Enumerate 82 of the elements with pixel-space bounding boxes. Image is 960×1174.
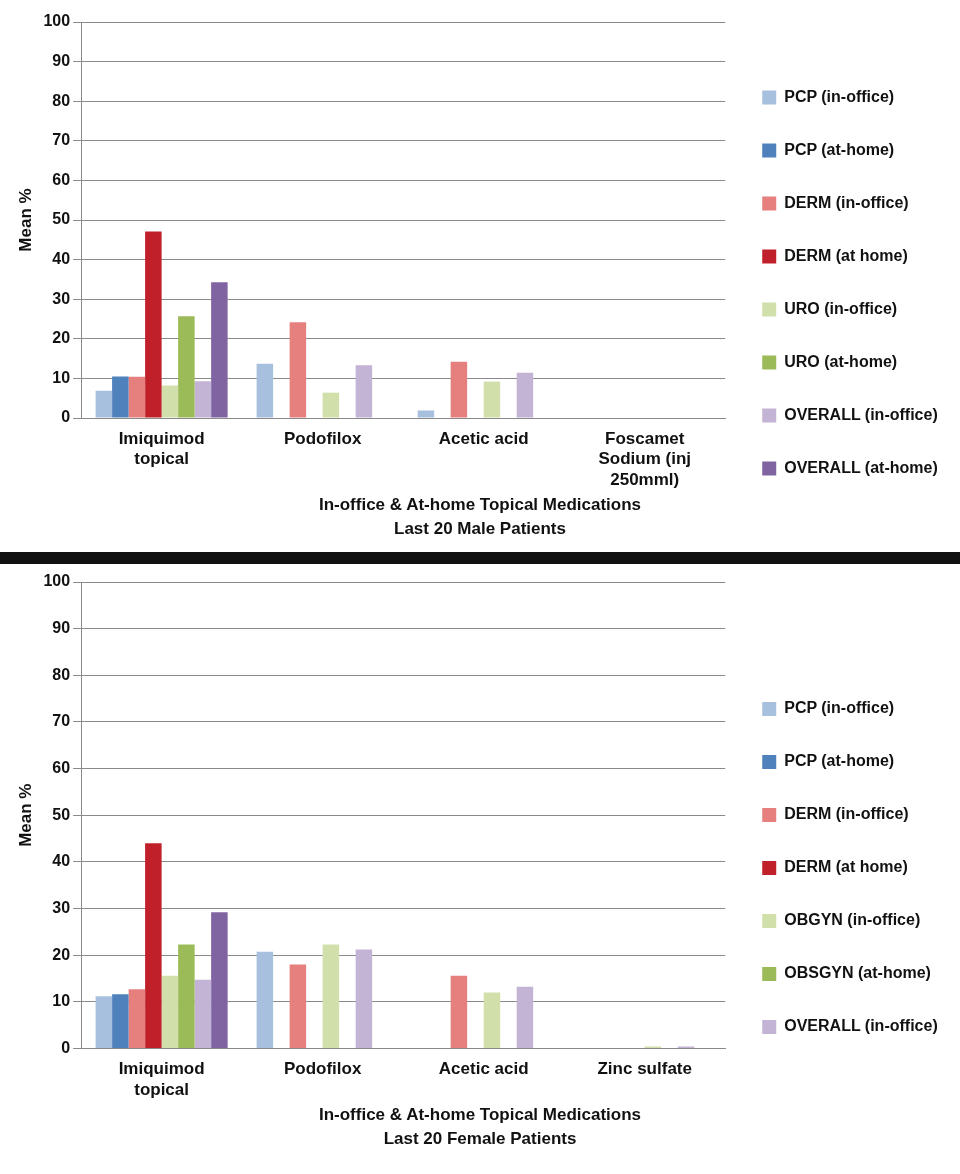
- x-tick-label: Acetic acid: [438, 1059, 529, 1079]
- bar: [450, 975, 468, 1048]
- legend-label: DERM (in-office): [784, 805, 909, 823]
- bar: [194, 979, 212, 1048]
- x-tick-label: Zinc sulfate: [597, 1059, 692, 1079]
- legend-label: DERM (at home): [784, 858, 908, 876]
- legend-label: PCP (in-office): [784, 699, 895, 717]
- legend-label: OVERALL (in-office): [784, 405, 938, 423]
- y-tick-label: 70: [52, 131, 71, 149]
- x-tick-label: Podofilox: [283, 428, 362, 448]
- legend-label: OVERALL (in-office): [784, 1017, 938, 1035]
- bar: [450, 361, 468, 418]
- bar: [256, 951, 274, 1048]
- y-tick-label: 40: [52, 852, 71, 870]
- bar: [128, 376, 146, 418]
- y-tick-label: 50: [52, 805, 71, 823]
- bar: [161, 975, 179, 1048]
- y-axis-title: Mean %: [15, 783, 35, 847]
- text: Last 20 Male Patients: [394, 519, 566, 539]
- legend-label: URO (at-home): [784, 352, 898, 370]
- bar: [95, 390, 113, 418]
- y-tick-label: 10: [52, 368, 71, 386]
- bar: [516, 986, 534, 1048]
- y-axis-title: Mean %: [15, 188, 35, 252]
- bar: [112, 376, 129, 418]
- y-tick-label: 0: [61, 1038, 71, 1056]
- legend-label: PCP (in-office): [784, 87, 895, 105]
- bar: [483, 381, 501, 418]
- y-tick-label: 90: [52, 619, 71, 637]
- y-tick-label: 40: [52, 250, 71, 268]
- bar: [483, 992, 501, 1048]
- bar: [128, 989, 146, 1048]
- bar: [95, 996, 113, 1048]
- bar: [211, 912, 228, 1048]
- x-tick-label: Acetic acid: [438, 428, 529, 448]
- bar: [112, 994, 129, 1048]
- bar: [322, 392, 340, 418]
- legend-label: DERM (in-office): [784, 193, 909, 211]
- bar: [355, 949, 373, 1048]
- bar: [145, 231, 162, 418]
- y-tick-label: 0: [61, 408, 71, 426]
- bar: [289, 322, 307, 418]
- text: In-office & At-home Topical Medications: [318, 495, 642, 515]
- bar: [289, 964, 307, 1048]
- bar: [417, 410, 435, 418]
- y-tick-label: 30: [52, 898, 71, 916]
- y-tick-label: 80: [52, 91, 71, 109]
- legend-label: OBSGYN (at-home): [784, 964, 931, 982]
- y-tick-label: 70: [52, 712, 71, 730]
- bar: [145, 843, 162, 1048]
- text: In-office & At-home Topical Medications: [318, 1105, 642, 1125]
- legend-label: DERM (at home): [784, 246, 908, 264]
- text: Last 20 Female Patients: [383, 1129, 577, 1149]
- y-tick-label: 20: [52, 945, 71, 963]
- y-tick-label: 100: [43, 572, 71, 590]
- bar: [355, 365, 373, 418]
- y-tick-label: 10: [52, 992, 71, 1010]
- y-tick-label: 90: [52, 52, 71, 70]
- bar: [322, 944, 340, 1048]
- y-tick-label: 60: [52, 170, 71, 188]
- bar: [161, 385, 179, 418]
- bar: [194, 381, 212, 418]
- bar: [178, 944, 195, 1048]
- y-tick-label: 80: [52, 665, 71, 683]
- bar: [178, 316, 195, 418]
- legend-label: PCP (at-home): [784, 140, 895, 158]
- y-tick-label: 60: [52, 758, 71, 776]
- y-tick-label: 20: [52, 329, 71, 347]
- bar: [211, 282, 228, 418]
- x-tick-label: Podofilox: [283, 1059, 362, 1079]
- y-tick-label: 100: [43, 12, 71, 30]
- legend-label: OVERALL (at-home): [784, 458, 938, 476]
- legend-label: PCP (at-home): [784, 752, 895, 770]
- x-tick-label: Imiquimod topical: [118, 428, 205, 469]
- x-tick-label: Imiquimod topical: [118, 1059, 205, 1099]
- x-tick-label: Foscamet Sodium (inj 250mml): [598, 428, 691, 489]
- bar: [256, 363, 274, 418]
- legend-label: URO (in-office): [784, 299, 898, 317]
- bar: [516, 372, 534, 418]
- legend-label: OBGYN (in-office): [784, 911, 921, 929]
- y-tick-label: 50: [52, 210, 71, 228]
- y-tick-label: 30: [52, 289, 71, 307]
